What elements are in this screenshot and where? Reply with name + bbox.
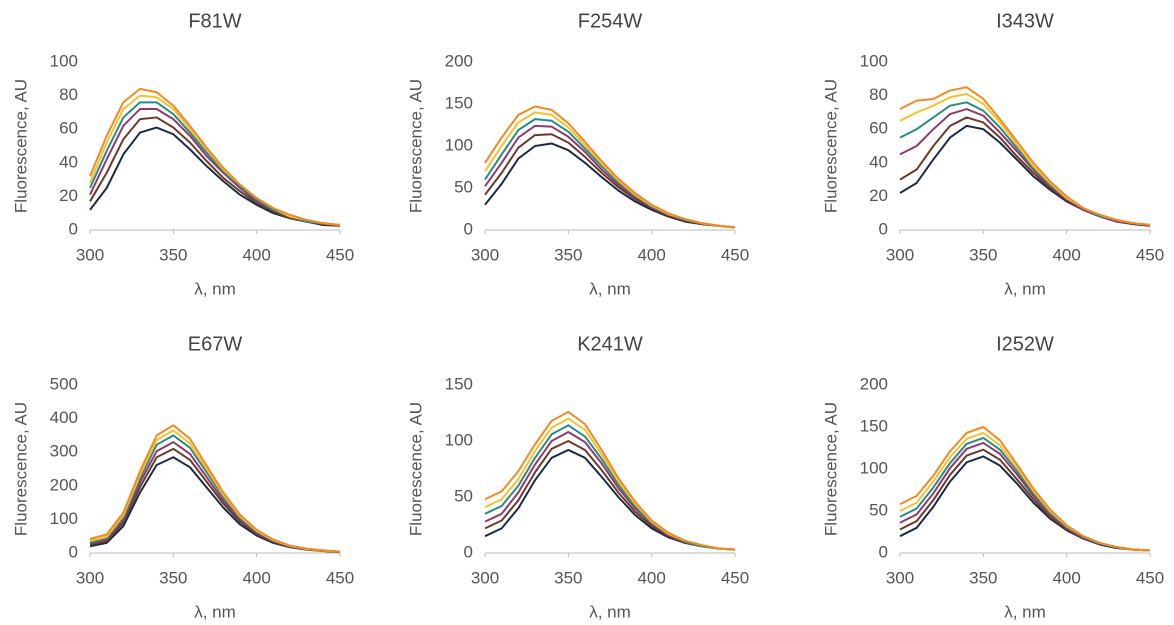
spectrum-line <box>484 424 736 551</box>
spectrum-line <box>89 424 341 553</box>
x-axis-label: λ, nm <box>194 602 236 621</box>
x-tick-label: 300 <box>471 568 499 587</box>
y-tick-label: 50 <box>454 177 473 196</box>
x-tick-label: 450 <box>721 568 749 587</box>
y-tick-label: 80 <box>59 85 78 104</box>
chart-title: K241W <box>577 333 643 355</box>
x-tick-label: 400 <box>242 568 270 587</box>
y-tick-label: 500 <box>50 374 78 393</box>
x-tick-label: 350 <box>554 245 582 264</box>
x-tick-label: 350 <box>159 568 187 587</box>
x-tick-label: 450 <box>326 245 354 264</box>
x-tick-label: 450 <box>721 245 749 264</box>
x-tick-label: 400 <box>637 245 665 264</box>
y-tick-label: 20 <box>59 186 78 205</box>
y-tick-label: 80 <box>869 85 888 104</box>
y-tick-label: 60 <box>869 119 888 138</box>
x-tick-label: 350 <box>969 245 997 264</box>
spectrum-line <box>89 87 341 226</box>
spectrum-line <box>484 410 736 551</box>
y-tick-label: 100 <box>445 430 473 449</box>
spectrum-line <box>484 440 736 551</box>
spectrum-line <box>89 108 341 226</box>
y-tick-label: 40 <box>59 152 78 171</box>
y-tick-label: 200 <box>445 51 473 70</box>
y-tick-label: 100 <box>860 51 888 70</box>
y-tick-label: 0 <box>879 219 888 238</box>
y-tick-label: 300 <box>50 442 78 461</box>
y-tick-label: 150 <box>445 93 473 112</box>
spectrum-line <box>484 142 736 229</box>
y-axis-label: Fluorescence, AU <box>11 79 30 213</box>
x-axis-label: λ, nm <box>1004 279 1046 298</box>
x-axis-label: λ, nm <box>589 279 631 298</box>
spectrum-line <box>899 86 1151 226</box>
y-tick-label: 0 <box>69 219 78 238</box>
y-tick-label: 60 <box>59 119 78 138</box>
x-tick-label: 400 <box>242 245 270 264</box>
chart-title: F81W <box>188 10 241 32</box>
y-tick-label: 100 <box>50 509 78 528</box>
x-tick-label: 300 <box>886 245 914 264</box>
y-tick-label: 100 <box>860 458 888 477</box>
x-axis-label: λ, nm <box>1004 602 1046 621</box>
y-tick-label: 40 <box>869 152 888 171</box>
x-tick-label: 300 <box>886 568 914 587</box>
y-tick-label: 400 <box>50 408 78 427</box>
spectrum-line <box>484 124 736 229</box>
y-tick-label: 20 <box>869 186 888 205</box>
x-tick-label: 400 <box>637 568 665 587</box>
spectrum-line <box>89 116 341 227</box>
y-tick-label: 200 <box>860 374 888 393</box>
y-tick-label: 100 <box>50 51 78 70</box>
x-tick-label: 450 <box>326 568 354 587</box>
y-tick-label: 0 <box>69 542 78 561</box>
spectrum-line <box>484 105 736 229</box>
chart-title: E67W <box>188 333 243 355</box>
y-tick-label: 200 <box>50 475 78 494</box>
y-axis-label: Fluorescence, AU <box>406 402 425 536</box>
y-axis-label: Fluorescence, AU <box>406 79 425 213</box>
chart-title: I343W <box>996 10 1054 32</box>
x-tick-label: 450 <box>1136 245 1164 264</box>
y-tick-label: 0 <box>464 542 473 561</box>
y-tick-label: 0 <box>879 542 888 561</box>
y-axis-label: Fluorescence, AU <box>821 79 840 213</box>
x-tick-label: 300 <box>76 245 104 264</box>
x-tick-label: 300 <box>76 568 104 587</box>
x-tick-label: 350 <box>554 568 582 587</box>
chart-title: F254W <box>578 10 643 32</box>
y-tick-label: 150 <box>860 416 888 435</box>
x-axis-label: λ, nm <box>194 279 236 298</box>
spectrum-line <box>484 431 736 551</box>
spectrum-line <box>899 426 1151 552</box>
x-tick-label: 350 <box>159 245 187 264</box>
x-tick-label: 400 <box>1052 568 1080 587</box>
y-tick-label: 100 <box>445 135 473 154</box>
spectrum-line <box>89 429 341 553</box>
x-axis-label: λ, nm <box>589 602 631 621</box>
y-tick-label: 50 <box>454 486 473 505</box>
chart-title: I252W <box>996 333 1054 355</box>
spectrum-line <box>899 441 1151 552</box>
y-axis-label: Fluorescence, AU <box>11 402 30 536</box>
x-tick-label: 400 <box>1052 245 1080 264</box>
x-tick-label: 350 <box>969 568 997 587</box>
spectrum-line <box>899 116 1151 226</box>
y-tick-label: 0 <box>464 219 473 238</box>
y-tick-label: 150 <box>445 374 473 393</box>
x-tick-label: 450 <box>1136 568 1164 587</box>
spectrum-line <box>89 126 341 227</box>
y-tick-label: 50 <box>869 500 888 519</box>
y-axis-label: Fluorescence, AU <box>821 402 840 536</box>
spectrum-line <box>484 133 736 229</box>
x-tick-label: 300 <box>471 245 499 264</box>
